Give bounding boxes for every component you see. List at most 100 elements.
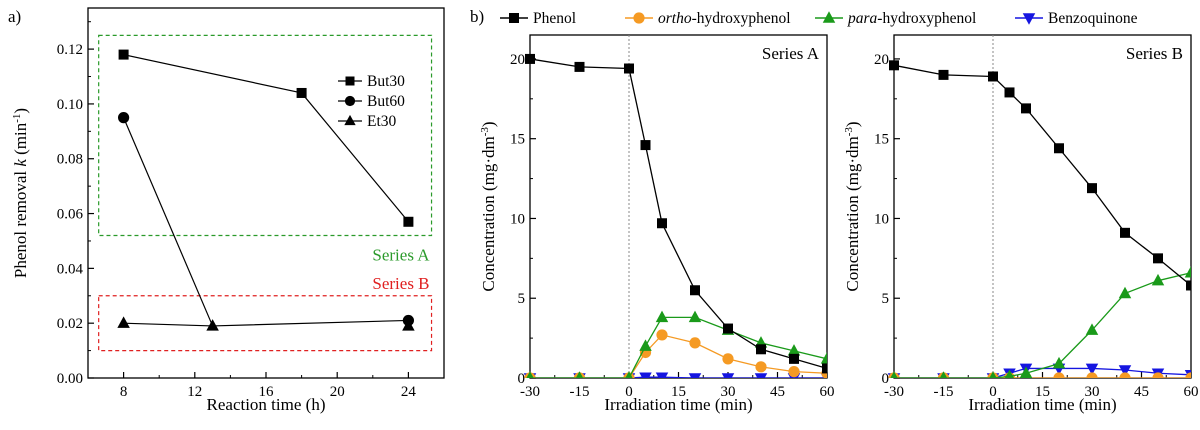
b2-y-axis-label: Concentration (mg·dm-3) [843,121,862,291]
b1-line-para-hydroxyphenol [530,316,827,378]
b2-y-tick-label: 10 [874,211,889,227]
b1-point-para-hydroxyphenol [655,310,669,323]
b2-point-para-hydroxyphenol [939,371,948,378]
b1-series-annotation: Series A [762,44,820,63]
b1-point-para-hydroxyphenol [787,344,801,356]
b1-point-phenol [756,344,766,355]
b2-x-tick-label: 30 [1085,384,1100,400]
b2-point-ortho-hydroxyphenol [1119,372,1131,378]
b2-point-benzoquinone [1118,365,1132,377]
b1-point-para-hydroxyphenol [526,371,534,378]
b1-point-benzoquinone [639,372,652,378]
b2-point-ortho-hydroxyphenol [1053,372,1065,378]
b2-y-tick-label: 5 [882,291,890,307]
b2-y-tick-label: 0 [882,371,890,387]
b1-point-benzoquinone [754,373,768,378]
connection-line-3 [123,319,409,327]
b2-line-phenol [893,64,1191,286]
b2-x-tick-label: -15 [934,384,954,400]
b2-point-ortho-hydroxyphenol [1185,372,1191,378]
b1-x-tick-label: 45 [770,384,785,400]
a-x-tick-label: 24 [401,384,417,400]
a-y-tick-label: 0.04 [57,261,84,277]
point-et30 [206,319,219,331]
legend-b: Phenol ortho-hydroxyphenol para-hydroxyphe… [500,10,1138,27]
b1-x-tick-label: -30 [520,384,540,400]
b1-x-axis-label: Irradiation time (min) [604,395,752,414]
b1-y-tick-label: 10 [510,211,525,227]
b1-line-ortho-hydroxyphenol [530,334,827,378]
b2-point-ortho-hydroxyphenol [1152,372,1164,378]
point-et30 [402,319,415,331]
b1-y-tick-label: 5 [518,291,526,307]
b1-point-para-hydroxyphenol [639,339,652,351]
legend-b-label-benzoquinone: Benzoquinone [1048,10,1138,27]
point-but30 [403,216,414,227]
b1-point-phenol [822,363,827,374]
b2-point-phenol [938,69,949,80]
b1-x-tick-label: -15 [570,384,590,400]
b1-point-phenol [640,140,651,151]
b1-y-tick-label: 0 [518,371,526,387]
point-but30 [118,49,129,60]
b1-series-layer [523,53,827,378]
b2-plot-frame [893,34,1192,379]
b2-x-tick-label: 45 [1134,384,1149,400]
connection-line-2 [123,117,214,327]
b2-point-para-hydroxyphenol [1184,265,1191,278]
b2-point-para-hydroxyphenol [1151,273,1165,286]
connection-line-1 [123,54,409,223]
b2-point-phenol [1054,143,1064,154]
b2-point-para-hydroxyphenol [1004,369,1015,378]
b2-x-tick-label: -30 [884,384,904,400]
b2-point-para-hydroxyphenol [989,371,997,378]
a-y-axis-label: Phenol removal k (min-1) [11,108,30,278]
b2-line-para-hydroxyphenol [894,272,1191,378]
b2-x-tick-label: 15 [1035,384,1050,400]
legend-b-marker-phenol [509,13,519,23]
b1-point-ortho-hydroxyphenol [689,337,701,349]
b2-series-annotation: Series B [1126,44,1183,63]
a-x-tick-label: 8 [120,384,128,400]
b1-line-benzoquinone [530,376,827,378]
b2-point-para-hydroxyphenol [890,371,898,378]
legend-marker-but30 [345,76,355,86]
b2-point-phenol [1004,87,1015,98]
b2-point-para-hydroxyphenol [1052,356,1066,369]
legend-b-label-para-hydroxyphenol: para-hydroxyphenol [847,10,976,27]
b1-x-tick-label: 0 [625,384,633,400]
legend-marker-et30 [344,114,356,126]
b1-point-benzoquinone [721,373,735,378]
b1-point-phenol [574,61,585,72]
b1-point-ortho-hydroxyphenol [755,361,767,373]
a-x-tick-label: 12 [187,384,202,400]
b2-point-ortho-hydroxyphenol [1086,372,1098,378]
a-x-tick-label: 16 [259,384,275,400]
b1-y-tick-label: 20 [510,52,525,68]
b2-point-benzoquinone [1085,363,1099,376]
point-but60 [118,112,130,124]
legend-marker-but60 [344,95,356,107]
chart-a-phenol-removal: 8 12 16 20 24 0.00 0.02 0.04 0.06 0.08 0.10 0.12 Ser… [11,7,445,414]
b1-point-ortho-hydroxyphenol [656,329,668,341]
b1-point-para-hydroxyphenol [688,310,702,323]
b2-series-layer [887,60,1191,378]
b1-y-axis-label: Concentration (mg·dm-3) [479,121,498,291]
b1-x-tick-label: 30 [721,384,736,400]
legend-label-but30: But30 [367,73,405,90]
b2-point-phenol [988,71,998,82]
a-y-tick-label: 0.12 [57,42,83,58]
panel-label-a: a) [8,7,21,26]
panel-label-b: b) [470,7,484,26]
b1-point-benzoquinone [688,373,702,378]
b2-point-phenol [1087,183,1097,194]
b2-x-tick-label: 60 [1184,384,1199,400]
legend-b-marker-ortho-hydroxyphenol [633,12,645,24]
b2-point-para-hydroxyphenol [1019,366,1033,378]
point-but30 [296,87,307,98]
legend-b-marker-benzoquinone [1022,13,1036,25]
a-y-tick-label: 0.02 [57,316,83,332]
a-plot-frame [87,7,445,379]
b1-point-para-hydroxyphenol [625,371,633,378]
b2-x-tick-label: 0 [989,384,997,400]
